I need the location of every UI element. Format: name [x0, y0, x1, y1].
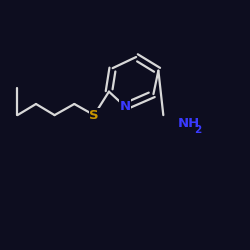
Text: S: S [89, 108, 99, 122]
Text: N: N [120, 100, 130, 113]
Text: NH: NH [178, 117, 201, 130]
Text: 2: 2 [194, 125, 202, 135]
